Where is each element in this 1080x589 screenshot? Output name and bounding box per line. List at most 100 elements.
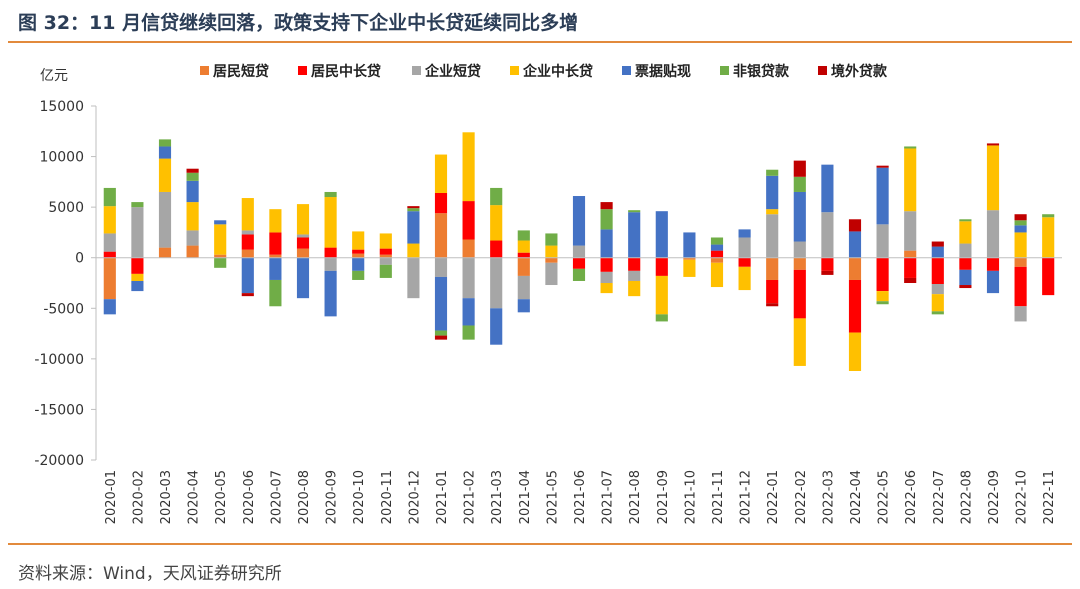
bar-segment	[324, 191, 337, 198]
bar-segment	[904, 148, 917, 212]
bar-segment	[269, 257, 282, 280]
bar-segment	[462, 298, 475, 326]
bar-segment	[517, 240, 530, 253]
y-tick-label: -20000	[34, 453, 84, 469]
y-tick-label: -10000	[34, 352, 84, 368]
y-tick-label: -5000	[43, 301, 84, 317]
bar-segment	[131, 202, 144, 208]
bar-segment	[848, 231, 862, 258]
legend-swatch	[510, 66, 519, 75]
x-tick-label: 2021-05	[545, 470, 560, 524]
x-tick-label: 2021-12	[739, 470, 754, 524]
bar-segment	[324, 247, 337, 258]
bar-segment	[241, 293, 254, 297]
bar-segment	[379, 257, 392, 265]
bar-segment	[766, 303, 779, 307]
x-tick-label: 2021-08	[628, 470, 643, 524]
bar-segment	[848, 219, 862, 232]
bar-segment	[490, 308, 503, 345]
bar-segment	[628, 212, 641, 258]
bar-segment	[241, 234, 254, 250]
bar-segment	[655, 257, 668, 276]
x-tick-label: 2020-05	[214, 470, 229, 524]
source-note: 资料来源：Wind，天风证券研究所	[18, 564, 282, 584]
bar-segment	[407, 211, 420, 244]
legend-label: 非银贷款	[733, 63, 790, 80]
bar-segment	[655, 211, 668, 258]
bar-segment	[352, 249, 365, 254]
bar-segment	[214, 220, 227, 225]
bar-segment	[628, 270, 641, 281]
bar-segment	[324, 270, 337, 317]
bar-segment	[793, 318, 806, 366]
bar-segment	[103, 299, 116, 315]
bar-segment	[352, 257, 365, 271]
bar-segment	[793, 257, 806, 270]
legend-label: 居民中长贷	[311, 63, 381, 80]
bar-segment	[766, 175, 779, 210]
bar-segment	[931, 284, 944, 295]
legend-swatch	[298, 66, 307, 75]
bar-segment	[572, 196, 586, 246]
x-tick-label: 2020-06	[242, 470, 257, 524]
bar-segment	[158, 191, 172, 248]
bar-segment	[572, 268, 586, 281]
bar-segment	[904, 211, 917, 251]
bar-segment	[628, 210, 641, 213]
bar-segment	[296, 234, 310, 238]
bar-segment	[986, 210, 1000, 258]
x-tick-label: 2021-09	[656, 470, 671, 524]
bar-segment	[572, 257, 586, 269]
legend-swatch	[412, 66, 421, 75]
x-tick-label: 2020-09	[325, 470, 340, 524]
bar-segment	[517, 299, 530, 313]
bar-segment	[793, 269, 806, 319]
y-tick-label: -15000	[34, 402, 84, 418]
bar-segment	[434, 335, 448, 340]
bar-segment	[876, 291, 889, 302]
stacked-bar-chart: 居民短贷 居民中长贷 企业短贷 企业中长贷 票据贴现 非银贷款 境外贷款 亿元 150001…	[34, 63, 1062, 524]
bar-segment	[793, 160, 806, 177]
bar-segment	[959, 269, 972, 286]
legend-label: 企业短贷	[424, 63, 481, 80]
bar-segment	[959, 257, 972, 270]
y-axis-label: 亿元	[40, 68, 68, 84]
bar-segment	[324, 257, 337, 271]
bar-segment	[269, 232, 282, 255]
bar-segment	[462, 257, 475, 299]
bar-segment	[931, 257, 944, 285]
x-tick-label: 2022-08	[959, 470, 974, 524]
bar-segment	[628, 257, 641, 271]
bar-segment	[600, 283, 613, 294]
y-axis: 15000 10000 5000 0 -5000 -10000 -15000 -20000	[34, 99, 97, 469]
x-tick-label: 2022-01	[766, 470, 781, 524]
bar-segment	[352, 231, 365, 250]
bar-segment	[1014, 220, 1027, 226]
bar-segment	[986, 143, 1000, 146]
bar-segment	[131, 257, 144, 274]
bar-segment	[683, 259, 696, 277]
y-tick-label: 5000	[48, 200, 84, 216]
bar-segment	[103, 206, 116, 234]
bar-segment	[434, 330, 448, 336]
legend: 居民短贷 居民中长贷 企业短贷 企业中长贷 票据贴现 非银贷款 境外贷款	[200, 63, 888, 80]
bar-segment	[379, 248, 392, 255]
x-tick-label: 2021-10	[683, 470, 698, 524]
bar-segment	[959, 243, 972, 258]
x-tick-label: 2022-10	[1015, 470, 1030, 524]
x-tick-label: 2021-07	[601, 470, 616, 524]
bar-segment	[379, 264, 392, 278]
bar-segment	[158, 247, 172, 258]
bar-segment	[186, 202, 199, 231]
bar-segment	[931, 246, 944, 258]
bar-segment	[821, 270, 834, 275]
bar-segment	[462, 201, 475, 240]
bar-segment	[876, 165, 889, 168]
bar-segment	[821, 257, 834, 271]
bar-segment	[131, 280, 144, 292]
bar-segment	[986, 270, 1000, 294]
bar-segment	[986, 257, 1000, 271]
x-tick-label: 2021-01	[435, 470, 450, 524]
x-tick-label: 2020-10	[352, 470, 367, 524]
x-tick-label: 2020-08	[297, 470, 312, 524]
